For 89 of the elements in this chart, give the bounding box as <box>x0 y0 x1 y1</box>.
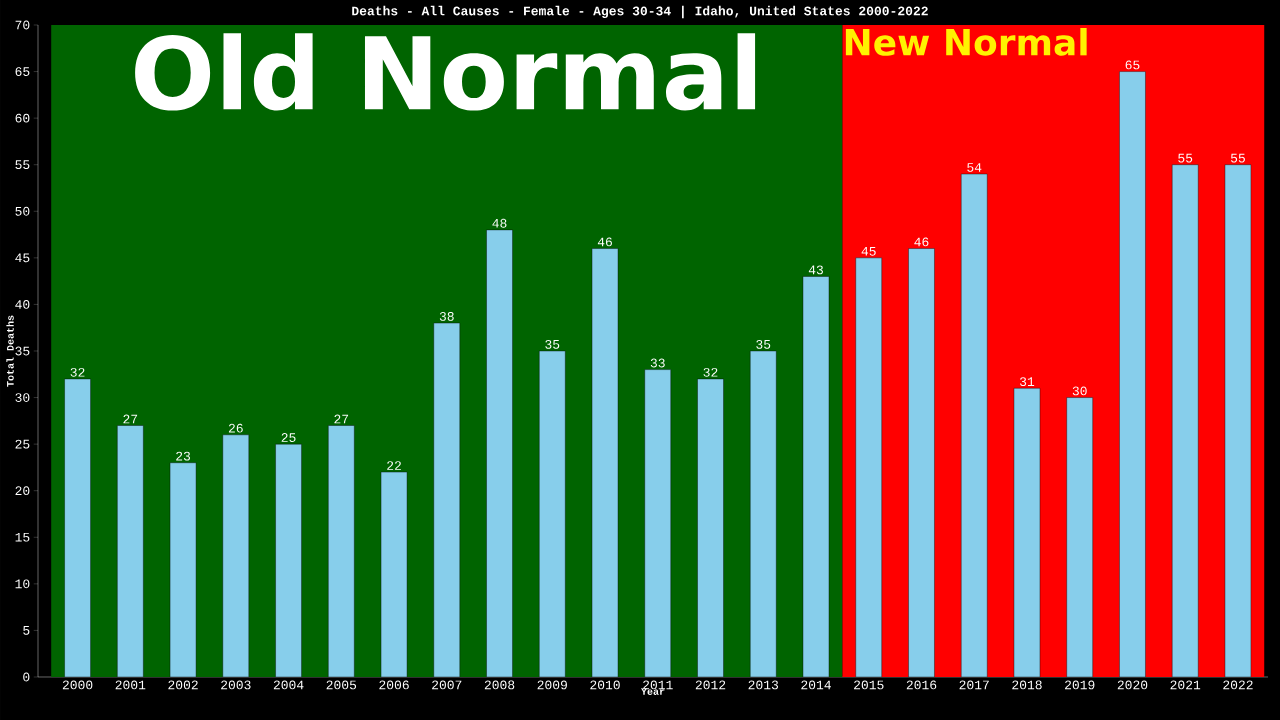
bar <box>539 350 566 677</box>
bar <box>961 173 988 677</box>
y-tick-label: 5 <box>23 626 30 635</box>
bar <box>908 248 935 677</box>
data-label: 30 <box>1072 386 1087 396</box>
bar <box>169 462 197 677</box>
bar <box>750 350 777 677</box>
data-label: 55 <box>1230 153 1245 163</box>
y-tick-label: 35 <box>15 346 30 356</box>
y-tick-label: 15 <box>15 532 30 542</box>
data-label: 27 <box>334 414 349 424</box>
bar <box>275 443 302 677</box>
band-label: Old Normal <box>135 33 756 111</box>
data-label: 46 <box>597 237 612 247</box>
x-tick-label: 2016 <box>906 680 937 690</box>
x-tick-label: 2002 <box>168 680 198 690</box>
x-tick-label: 2009 <box>537 680 567 690</box>
x-tick-label: 2022 <box>1223 680 1253 690</box>
x-tick-label: 2018 <box>1012 680 1042 690</box>
bar <box>644 369 671 677</box>
chart-title: Deaths - All Causes - Female - Ages 30-34 | Idaho, United States 2000-2022 <box>352 5 928 19</box>
data-label: 25 <box>281 433 296 442</box>
x-tick-label: 2000 <box>62 680 93 690</box>
data-label: 35 <box>756 339 771 349</box>
y-tick-label: 55 <box>15 160 30 170</box>
y-axis-title: Total Deaths <box>6 315 14 387</box>
data-label: 43 <box>808 265 823 275</box>
data-label: 48 <box>492 218 507 228</box>
data-label: 33 <box>650 358 665 368</box>
bar <box>486 229 513 677</box>
data-label: 32 <box>70 367 85 377</box>
x-tick-label: 2013 <box>748 680 779 690</box>
bar <box>222 434 249 677</box>
bar <box>433 322 460 677</box>
bar <box>697 378 724 677</box>
x-tick-label: 2003 <box>221 680 251 690</box>
x-tick-label: 2008 <box>484 680 515 690</box>
x-tick-label: 2007 <box>432 680 462 690</box>
y-tick-label: 70 <box>15 20 30 30</box>
data-label: 23 <box>176 451 191 461</box>
bar <box>1013 388 1041 677</box>
data-label: 26 <box>228 423 243 433</box>
y-tick-label: 30 <box>15 393 30 402</box>
data-label: 45 <box>861 246 876 256</box>
data-label: 31 <box>1019 377 1035 387</box>
bar <box>64 378 91 677</box>
bar <box>380 471 408 677</box>
bar <box>1224 164 1252 677</box>
x-tick-label: 2010 <box>590 680 620 690</box>
data-label: 46 <box>914 237 929 247</box>
bar <box>802 276 830 677</box>
x-tick-label: 2004 <box>273 680 304 690</box>
bar <box>591 248 619 677</box>
bar <box>1066 397 1093 677</box>
bar <box>1119 71 1146 677</box>
x-tick-label: 2019 <box>1065 680 1095 690</box>
data-label: 35 <box>545 339 560 349</box>
bar <box>1172 164 1199 677</box>
y-tick-label: 50 <box>15 206 30 216</box>
data-label: 32 <box>703 367 718 377</box>
x-axis-title: Year <box>641 688 665 695</box>
y-tick-label: 25 <box>15 439 30 449</box>
x-tick-label: 2012 <box>695 680 726 690</box>
x-tick-label: 2014 <box>801 680 831 690</box>
y-tick-label: 45 <box>15 253 30 263</box>
y-tick-label: 20 <box>15 486 30 496</box>
x-tick-label: 2005 <box>326 680 357 690</box>
data-label: 38 <box>439 312 454 321</box>
y-tick-label: 0 <box>23 672 30 682</box>
x-tick-label: 2020 <box>1117 680 1148 690</box>
x-tick-label: 2017 <box>959 680 989 690</box>
x-tick-label: 2001 <box>115 680 146 690</box>
x-tick-label: 2006 <box>379 680 409 690</box>
data-label: 55 <box>1178 153 1193 163</box>
data-label: 54 <box>967 163 982 172</box>
data-label: 65 <box>1125 60 1140 70</box>
bar <box>117 425 144 677</box>
y-tick-label: 10 <box>15 579 30 589</box>
data-label: 27 <box>123 414 138 424</box>
x-tick-label: 2015 <box>854 680 884 690</box>
band-label: New Normal <box>845 27 1087 56</box>
data-label: 22 <box>387 461 401 470</box>
bar <box>328 425 355 677</box>
y-tick-label: 40 <box>15 300 30 309</box>
bar <box>855 257 882 677</box>
x-tick-label: 2021 <box>1170 680 1201 690</box>
x-tick-label: 2011 <box>643 680 673 690</box>
y-tick-label: 60 <box>15 113 30 123</box>
y-tick-label: 65 <box>15 67 30 76</box>
